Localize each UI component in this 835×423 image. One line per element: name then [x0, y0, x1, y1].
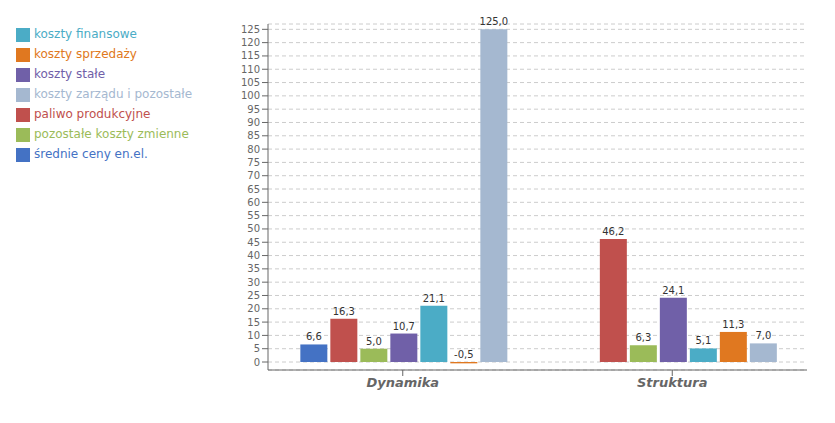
svg-text:50: 50 [247, 223, 260, 234]
svg-text:20: 20 [247, 303, 260, 314]
svg-text:Dynamika: Dynamika [366, 375, 439, 390]
svg-text:5: 5 [254, 343, 260, 354]
svg-text:0: 0 [254, 357, 260, 368]
html-text:koszty stałe: koszty stałe [34, 67, 106, 81]
svg-text:5,1: 5,1 [695, 335, 711, 346]
svg-text:10,7: 10,7 [393, 321, 415, 332]
svg-text:46,2: 46,2 [602, 226, 624, 237]
svg-text:21,1: 21,1 [423, 293, 445, 304]
html-text:koszty zarządu i pozostałe: koszty zarządu i pozostałe [34, 87, 193, 101]
svg-text:115: 115 [241, 50, 260, 61]
svg-text:85: 85 [247, 130, 260, 141]
svg-text:15: 15 [247, 317, 260, 328]
svg-text:95: 95 [247, 104, 260, 115]
svg-text:110: 110 [241, 64, 260, 75]
svg-text:30: 30 [247, 277, 260, 288]
svg-text:55: 55 [247, 210, 260, 221]
svg-text:105: 105 [241, 77, 260, 88]
svg-text:7,0: 7,0 [755, 330, 771, 341]
svg-text:35: 35 [247, 263, 260, 274]
svg-text:90: 90 [247, 117, 260, 128]
html-text:koszty sprzedaży: koszty sprzedaży [34, 47, 137, 61]
svg-text:70: 70 [247, 170, 260, 181]
svg-text:11,3: 11,3 [722, 319, 744, 330]
html-text:średnie ceny en.el.: średnie ceny en.el. [34, 147, 148, 161]
svg-text:100: 100 [241, 90, 260, 101]
html-text:paliwo produkcyjne: paliwo produkcyjne [34, 107, 151, 121]
svg-text:6,6: 6,6 [306, 331, 322, 342]
svg-text:125: 125 [241, 24, 260, 35]
svg-text:Struktura: Struktura [637, 375, 708, 390]
svg-text:120: 120 [241, 37, 260, 48]
svg-text:65: 65 [247, 184, 260, 195]
svg-text:-0,5: -0,5 [454, 349, 474, 360]
html-text:pozostałe koszty zmienne: pozostałe koszty zmienne [34, 127, 189, 141]
html-text:koszty finansowe: koszty finansowe [34, 27, 137, 41]
svg-text:45: 45 [247, 237, 260, 248]
svg-text:24,1: 24,1 [662, 285, 684, 296]
svg-text:6,3: 6,3 [635, 332, 651, 343]
svg-text:5,0: 5,0 [366, 336, 382, 347]
svg-text:16,3: 16,3 [333, 306, 355, 317]
svg-text:125,0: 125,0 [480, 16, 509, 27]
svg-text:80: 80 [247, 144, 260, 155]
svg-text:75: 75 [247, 157, 260, 168]
svg-text:25: 25 [247, 290, 260, 301]
svg-text:60: 60 [247, 197, 260, 208]
svg-text:10: 10 [247, 330, 260, 341]
svg-text:40: 40 [247, 250, 260, 261]
